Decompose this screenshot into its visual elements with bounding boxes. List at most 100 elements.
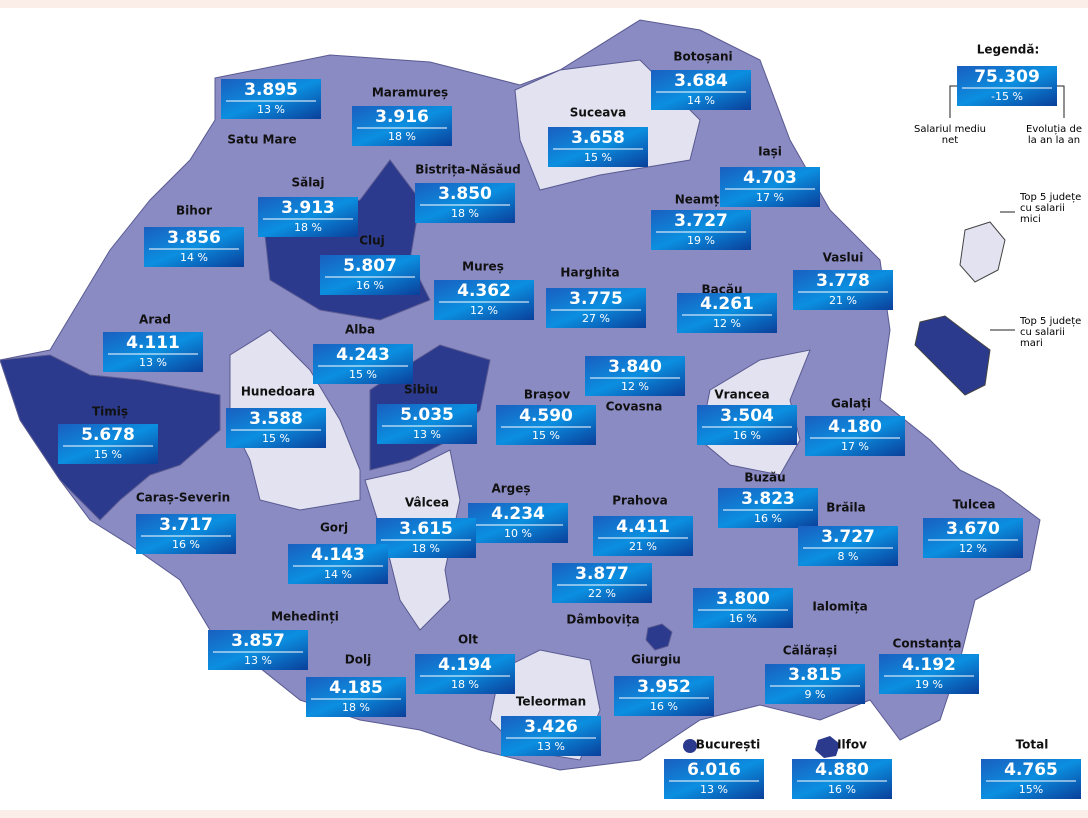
salary-box: [664, 759, 764, 799]
salary-box: [258, 197, 358, 237]
salary-caption: Salariul mediu net: [914, 124, 986, 146]
change-caption-box: Evoluția de la an la an: [1026, 124, 1082, 146]
change: 14 %: [180, 251, 208, 264]
legend-arrows: [949, 85, 1065, 118]
change: 15 %: [349, 368, 377, 381]
change: 13 %: [139, 356, 167, 369]
salary-box: [798, 526, 898, 566]
salary: 3.717: [159, 515, 213, 535]
county-name: Teleorman: [516, 695, 586, 709]
salary: 4.703: [743, 168, 797, 188]
change: 12 %: [713, 317, 741, 330]
salary-box: [320, 255, 420, 295]
change: 18 %: [451, 207, 479, 220]
county-name: Galați: [831, 397, 871, 411]
county-name: Cluj: [359, 234, 385, 248]
county-name: Buzău: [744, 471, 785, 485]
salary: 5.035: [400, 405, 454, 425]
change: 13 %: [537, 740, 565, 753]
county-name: Total: [1016, 738, 1049, 752]
county-name: Argeș: [491, 482, 530, 496]
salary: 3.775: [569, 289, 623, 309]
salary-box: [805, 416, 905, 456]
salary-box: [792, 759, 892, 799]
salary-box: [765, 664, 865, 704]
county-name: Sibiu: [404, 383, 438, 397]
change: 16 %: [733, 429, 761, 442]
salary-box: [208, 630, 308, 670]
change: 17 %: [841, 440, 869, 453]
salary: 4.765: [1004, 760, 1058, 780]
change: 21 %: [829, 294, 857, 307]
salary: 3.684: [674, 71, 728, 91]
salary-box: [501, 716, 601, 756]
salary: 3.615: [399, 519, 453, 539]
salary-box: [103, 332, 203, 372]
change: 18 %: [412, 542, 440, 555]
change-caption: Evoluția de la an la an: [1026, 124, 1082, 146]
change: 10 %: [504, 527, 532, 540]
salary: 3.857: [231, 631, 285, 651]
change: 16 %: [356, 279, 384, 292]
salary: 4.411: [616, 517, 670, 537]
county-name: Bihor: [176, 204, 212, 218]
legend-change: -15 %: [991, 90, 1023, 103]
county-name: Brăila: [826, 501, 866, 515]
change: 21 %: [629, 540, 657, 553]
county-name: Vrancea: [714, 388, 769, 402]
county-name: Sălaj: [291, 176, 324, 190]
salary: 3.426: [524, 717, 578, 737]
county-name: Suceava: [570, 106, 626, 120]
salary-box: [718, 488, 818, 528]
change: 13 %: [413, 428, 441, 441]
salary: 4.880: [815, 760, 869, 780]
salary: 4.362: [457, 281, 511, 301]
change: 14 %: [687, 94, 715, 107]
county-name: Dâmbovița: [566, 613, 639, 627]
county-name: Botoșani: [673, 50, 732, 64]
salary: 3.588: [249, 409, 303, 429]
salary-box: [720, 167, 820, 207]
salary-box: [377, 404, 477, 444]
salary: 3.856: [167, 228, 221, 248]
salary-box: [415, 654, 515, 694]
change: 13 %: [244, 654, 272, 667]
change: 12 %: [959, 542, 987, 555]
salary-box: [136, 514, 236, 554]
salary-box: [593, 516, 693, 556]
salary: 3.823: [741, 489, 795, 509]
large-caption: Top 5 județe cu salarii mari: [1020, 316, 1082, 349]
salary: 4.243: [336, 345, 390, 365]
salary-box: [306, 677, 406, 717]
salary: 4.185: [329, 678, 383, 698]
change: 13 %: [700, 783, 728, 796]
salary: 4.261: [700, 294, 754, 314]
salary: 4.143: [311, 545, 365, 565]
large-icon: [914, 315, 991, 396]
salary: 3.840: [608, 357, 662, 377]
salary: 3.727: [821, 527, 875, 547]
county-name: Mureș: [462, 260, 504, 274]
salary: 3.877: [575, 564, 629, 584]
change: 18 %: [451, 678, 479, 691]
salary-caption-box: Salariul mediu net: [914, 124, 986, 146]
county-name: Vaslui: [823, 251, 864, 265]
change: 15 %: [262, 432, 290, 445]
labels: Satu Mare 3.895 13 % Maramureș 3.916 18 % Boto…: [58, 50, 1081, 799]
salary-box: [879, 654, 979, 694]
county-name: Călărași: [783, 644, 837, 658]
salary-box: [548, 127, 648, 167]
salary: 3.895: [244, 80, 298, 100]
salary: 4.111: [126, 333, 180, 353]
salary: 4.192: [902, 655, 956, 675]
salary: 4.590: [519, 406, 573, 426]
salary-box: [651, 70, 751, 110]
change: 15 %: [532, 429, 560, 442]
small-icon: [959, 221, 1006, 283]
change: 16 %: [729, 612, 757, 625]
salary-box: [468, 503, 568, 543]
county-name: Constanța: [893, 637, 962, 651]
salary: 4.180: [828, 417, 882, 437]
salary-box: [923, 518, 1023, 558]
ilfov-icon: [815, 736, 840, 758]
